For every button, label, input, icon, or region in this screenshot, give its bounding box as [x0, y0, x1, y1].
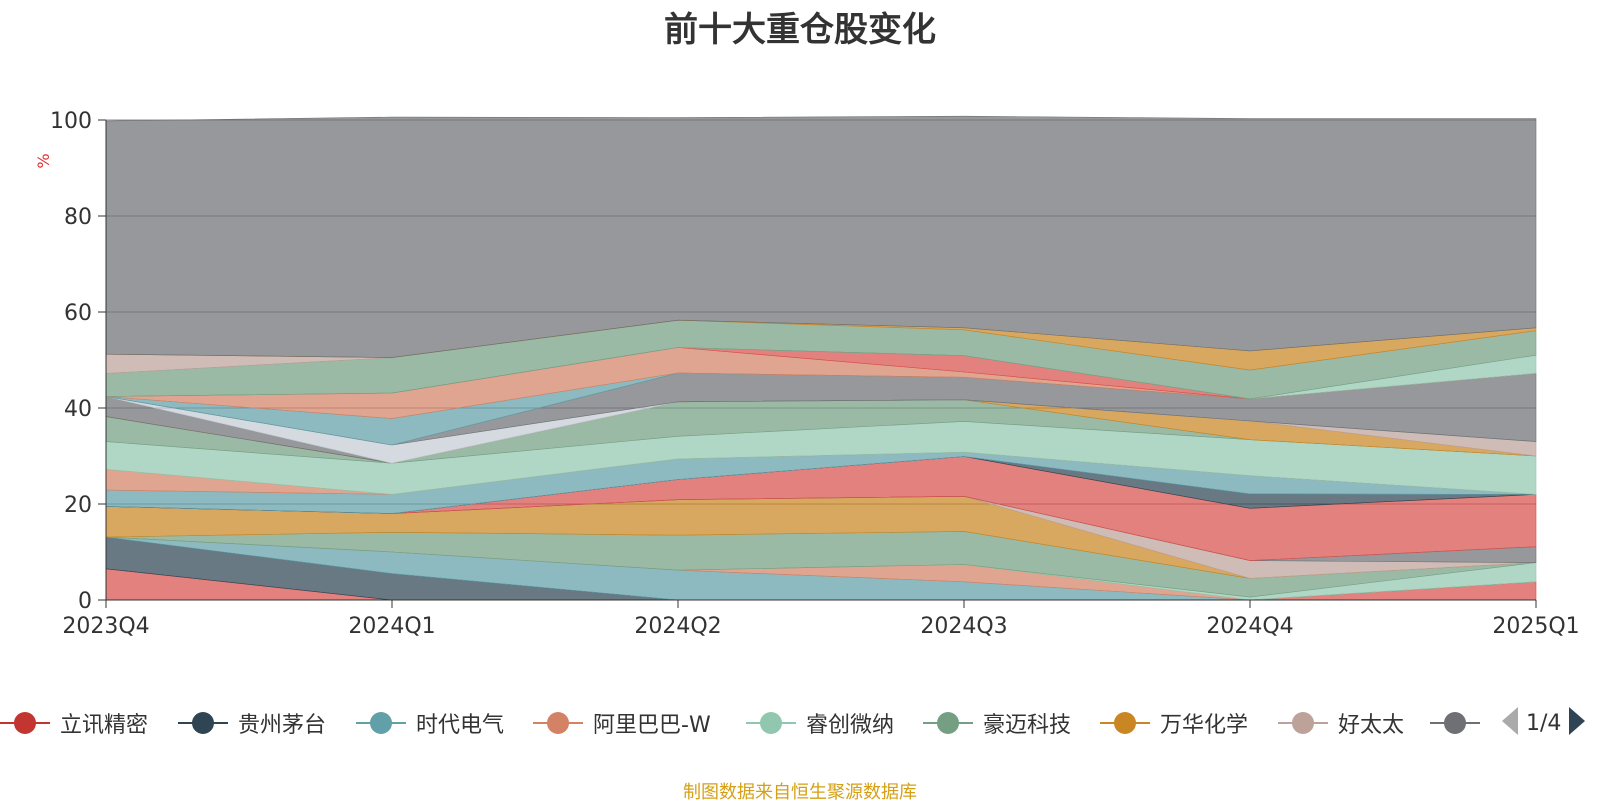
legend-page-indicator: 1/4	[1526, 710, 1562, 736]
area-series-27	[105, 115, 1537, 358]
legend-marker-icon	[533, 705, 583, 741]
legend-label: 好太太	[1338, 713, 1405, 738]
legend-label: 豪迈科技	[983, 713, 1072, 738]
legend-label: 睿创微纳	[806, 713, 895, 738]
legend-item[interactable]: 睿创微纳	[746, 705, 894, 741]
legend-item[interactable]: 时代电气	[356, 705, 504, 741]
x-tick-label: 2024Q1	[348, 614, 435, 639]
legend-marker-icon	[178, 705, 228, 741]
x-tick-label: 2024Q4	[1206, 614, 1293, 639]
stacked-area-series	[105, 115, 1537, 601]
x-tick-label: 2023Q4	[62, 614, 149, 639]
y-tick-label: 80	[64, 205, 92, 230]
legend-label: 贵州茅台	[238, 713, 327, 738]
x-tick-label: 2024Q3	[920, 614, 1007, 639]
legend-marker-icon	[0, 705, 50, 741]
legend-label: 万华化学	[1160, 713, 1249, 738]
legend-item[interactable]: 豪迈科技	[923, 705, 1071, 741]
x-tick-label: 2025Q1	[1492, 614, 1579, 639]
axes: 0 20 40 60 80 100 2023Q4 2024Q1 2024Q2 2024Q3 2024…	[34, 109, 1580, 639]
legend-item[interactable]: 阿里巴巴-W	[533, 705, 711, 741]
y-axis-label: %	[34, 153, 53, 168]
legend-marker-icon	[356, 705, 406, 741]
legend-item[interactable]: 万华化学	[1100, 705, 1248, 741]
y-tick-label: 100	[50, 109, 92, 134]
legend-marker-icon	[1100, 705, 1150, 741]
legend: 立讯精密 贵州茅台 时代电气 阿里巴巴-W 睿创微纳 豪迈科技 万华化学 好太太	[0, 705, 1600, 741]
legend-item[interactable]	[1430, 705, 1480, 741]
legend-item[interactable]: 立讯精密	[0, 705, 148, 741]
y-tick-label: 20	[64, 493, 92, 518]
legend-marker-icon	[923, 705, 973, 741]
triangle-left-icon[interactable]	[1500, 706, 1520, 740]
legend-item[interactable]: 好太太	[1278, 705, 1404, 741]
legend-marker-icon	[746, 705, 796, 741]
legend-item[interactable]: 贵州茅台	[178, 705, 326, 741]
legend-pager: 1/4	[1500, 705, 1587, 741]
legend-label: 阿里巴巴-W	[593, 713, 711, 738]
chart-title: 前十大重仓股变化	[664, 10, 936, 50]
y-tick-label: 60	[64, 301, 92, 326]
data-source-note: 制图数据来自恒生聚源数据库	[683, 782, 917, 803]
legend-label: 时代电气	[416, 713, 505, 738]
y-tick-label: 0	[78, 589, 92, 614]
legend-marker-icon	[1278, 705, 1328, 741]
y-tick-label: 40	[64, 397, 92, 422]
triangle-right-icon[interactable]	[1567, 706, 1587, 740]
x-tick-label: 2024Q2	[634, 614, 721, 639]
legend-marker-icon	[1430, 705, 1480, 741]
legend-label: 立讯精密	[60, 713, 149, 738]
